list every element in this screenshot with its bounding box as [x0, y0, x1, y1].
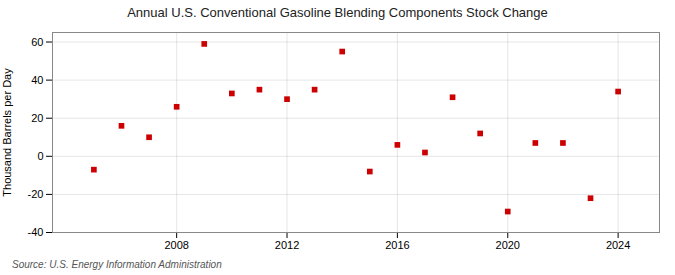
svg-text:2008: 2008 — [164, 239, 188, 251]
html-text:Source: U.S. Energy Informatio: Source: U.S. Energy Information Administ… — [12, 259, 222, 270]
svg-text:2016: 2016 — [385, 239, 409, 251]
svg-text:0: 0 — [37, 150, 43, 162]
svg-text:Thousand Barrels per Day: Thousand Barrels per Day — [1, 68, 13, 197]
svg-text:2012: 2012 — [275, 239, 299, 251]
svg-text:2024: 2024 — [606, 239, 630, 251]
svg-text:-40: -40 — [28, 226, 44, 238]
html-text:Annual U.S. Conventional Gasol: Annual U.S. Conventional Gasoline Blendi… — [127, 5, 548, 20]
svg-text:40: 40 — [31, 74, 43, 86]
svg-text:2020: 2020 — [496, 239, 520, 251]
svg-text:60: 60 — [31, 36, 43, 48]
svg-text:-20: -20 — [28, 188, 44, 200]
svg-text:20: 20 — [31, 112, 43, 124]
